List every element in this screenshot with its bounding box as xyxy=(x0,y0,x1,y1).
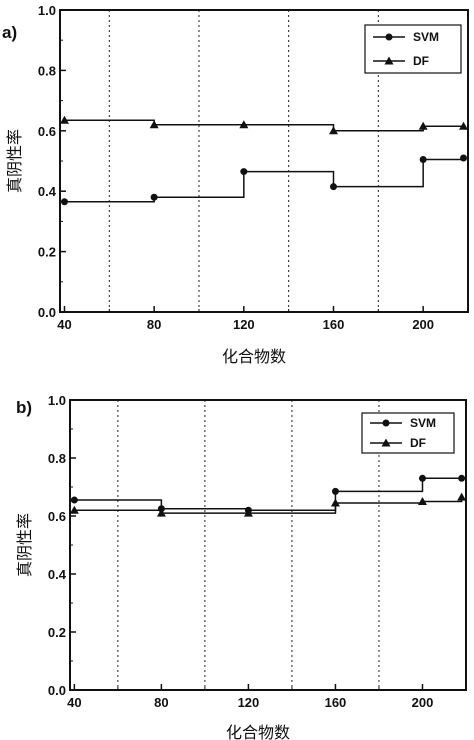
chart-panel-b: 0.0 0.2 0.4 0.6 0.8 1.0 40 80 120 160 200 化合物数 真阴性率 b… xyxy=(15,393,467,740)
y-tick-label: 1.0 xyxy=(48,393,66,408)
data-point-df xyxy=(417,497,427,505)
data-point-svm xyxy=(419,155,427,163)
data-point-svm xyxy=(331,487,339,495)
series-line-svm xyxy=(64,157,465,203)
x-tick-label: 120 xyxy=(233,317,255,332)
legend-box xyxy=(364,24,462,74)
x-tick-label: 120 xyxy=(238,695,260,710)
data-point-df xyxy=(149,120,159,129)
data-point-svm xyxy=(240,168,248,176)
data-point-svm xyxy=(460,154,468,162)
y-tick-label: 0.2 xyxy=(48,625,66,640)
y-tick-label: 0.8 xyxy=(38,63,56,78)
data-point-df xyxy=(418,121,428,130)
legend-marker-df xyxy=(384,56,394,65)
x-axis-label: 化合物数 xyxy=(222,347,286,366)
data-point-svm xyxy=(329,183,337,191)
x-tick-label: 80 xyxy=(147,317,161,332)
x-tick-label: 40 xyxy=(67,695,81,710)
data-point-df xyxy=(457,492,467,501)
data-point-df xyxy=(69,505,79,514)
y-axis-label: 真阴性率 xyxy=(5,129,24,193)
x-tick-label: 40 xyxy=(57,317,71,332)
data-point-svm xyxy=(418,474,426,482)
data-point-df xyxy=(239,120,249,129)
x-axis-label: 化合物数 xyxy=(226,723,290,740)
data-point-svm xyxy=(458,474,466,482)
data-point-svm xyxy=(70,496,78,504)
y-tick-label: 0.4 xyxy=(38,184,57,199)
y-tick-label: 0.6 xyxy=(48,509,66,524)
panel-label: a) xyxy=(2,23,17,42)
panel-label: b) xyxy=(16,398,32,417)
data-point-df xyxy=(459,121,469,130)
chart-panel-a: 0.0 0.2 0.4 0.6 0.8 1.0 40 80 120 160 200 化合物数 真阴性率 a… xyxy=(2,3,469,366)
y-tick-label: 0.6 xyxy=(38,124,56,139)
legend-marker-df xyxy=(381,438,391,447)
x-tick-label: 200 xyxy=(412,317,434,332)
y-axis-label: 真阴性率 xyxy=(15,513,34,577)
data-point-df xyxy=(243,508,253,517)
y-tick-label: 0.0 xyxy=(48,683,66,698)
data-point-svm xyxy=(150,193,158,201)
legend: SVM DF xyxy=(361,412,455,454)
legend-marker-svm xyxy=(385,33,393,41)
y-tick-label: 0.0 xyxy=(38,305,56,320)
data-point-df xyxy=(156,508,166,517)
legend-marker-svm xyxy=(382,419,390,427)
legend-label-svm: SVM xyxy=(410,416,436,430)
x-tick-label: 200 xyxy=(412,695,434,710)
series-line-df xyxy=(64,119,464,132)
y-tick-label: 0.8 xyxy=(48,451,66,466)
legend-label-df: DF xyxy=(410,436,426,450)
legend: SVM DF xyxy=(364,24,462,74)
legend-box xyxy=(361,412,455,454)
legend-label-svm: SVM xyxy=(413,30,439,44)
data-point-df xyxy=(59,115,69,124)
x-tick-label: 160 xyxy=(325,695,347,710)
series-line-svm xyxy=(74,477,462,511)
y-tick-label: 0.4 xyxy=(48,567,67,582)
data-point-svm xyxy=(60,198,68,206)
x-tick-label: 160 xyxy=(323,317,345,332)
data-point-df xyxy=(330,498,340,507)
y-tick-label: 1.0 xyxy=(38,3,56,18)
x-tick-label: 80 xyxy=(154,695,168,710)
legend-label-df: DF xyxy=(413,54,429,68)
data-point-df xyxy=(328,126,338,135)
y-tick-label: 0.2 xyxy=(38,245,56,260)
